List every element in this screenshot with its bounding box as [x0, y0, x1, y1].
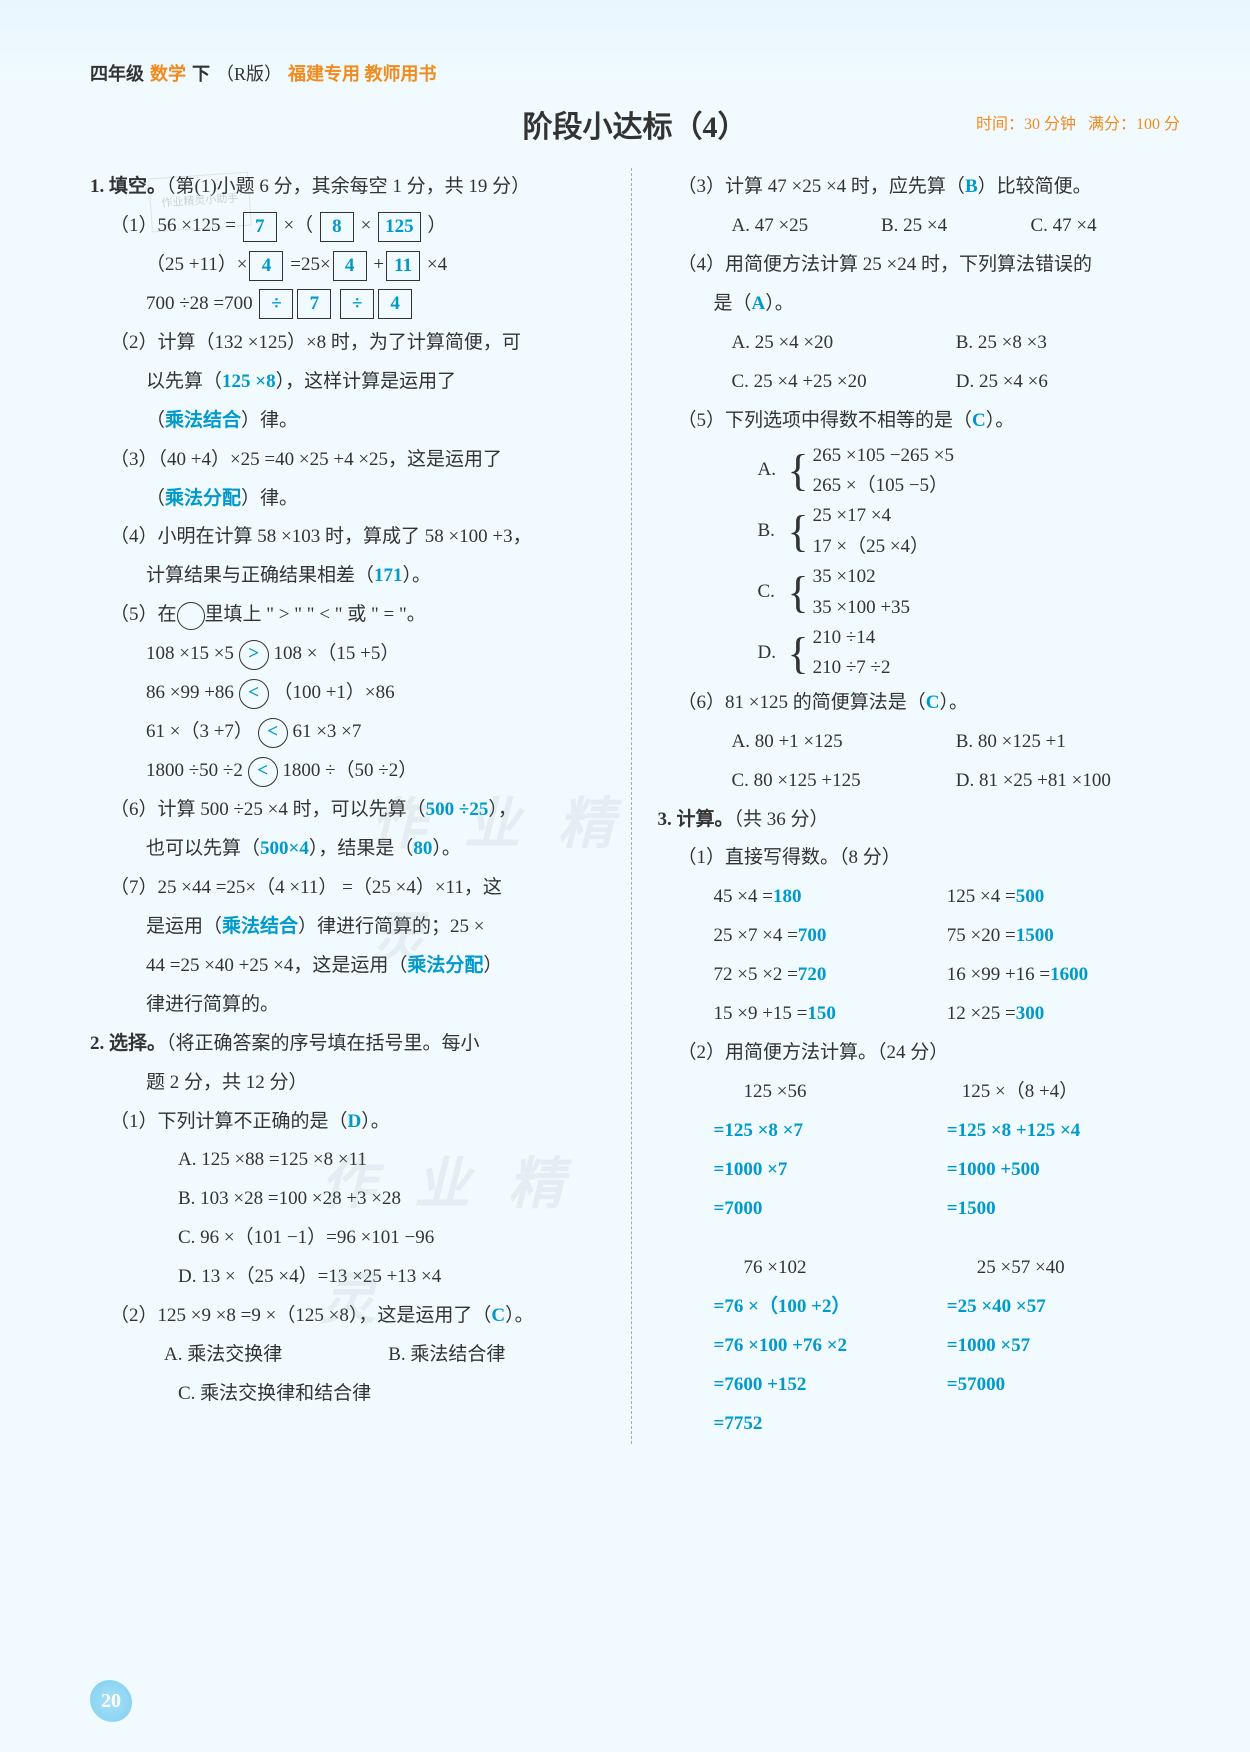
left-column: 作 业 精 灵 作 业 精 灵 1. 填空。（第(1)小题 6 分，其余每空 1… — [90, 168, 632, 1444]
q1-3: （3）（40 +4）×25 =40 ×25 +4 ×25，这是运用了 — [90, 441, 613, 480]
page-title: 阶段小达标（4） — [523, 102, 748, 146]
semester-label: 下 — [192, 60, 210, 86]
q3-2: （2）用简便方法计算。（24 分） — [658, 1034, 1181, 1073]
q2-1: （1）下列计算不正确的是（D）。 — [90, 1103, 613, 1142]
q3-1: （1）直接写得数。（8 分） — [658, 839, 1181, 878]
content-columns: 作 业 精 灵 作 业 精 灵 1. 填空。（第(1)小题 6 分，其余每空 1… — [90, 168, 1180, 1444]
header-breadcrumb: 四年级 数学 下 （R版） 福建专用 教师用书 — [90, 60, 1180, 86]
q1-head: 1. 填空。（第(1)小题 6 分，其余每空 1 分，共 19 分） — [90, 168, 613, 207]
q1-1-line3: 700 ÷28 =700 ÷7 ÷4 — [90, 285, 613, 324]
q2-5: （5）下列选项中得数不相等的是（C）。 — [658, 402, 1181, 441]
right-column: （3）计算 47 ×25 ×4 时，应先算（B）比较简便。 A. 47 ×25B… — [658, 168, 1181, 1444]
q1-4: （4）小明在计算 58 ×103 时，算成了 58 ×100 +3， — [90, 518, 613, 557]
q2-3: （3）计算 47 ×25 ×4 时，应先算（B）比较简便。 — [658, 168, 1181, 207]
subject-label: 数学 — [150, 60, 186, 86]
q1-1-line2: （25 +11）×4 =25×4 +11 ×4 — [90, 246, 613, 285]
region-label: 福建专用 教师用书 — [288, 60, 437, 86]
q2-head: 2. 选择。（将正确答案的序号填在括号里。每小 — [90, 1025, 613, 1064]
q3-head: 3. 计算。（共 36 分） — [658, 801, 1181, 840]
q1-6: （6）计算 500 ÷25 ×4 时，可以先算（500 ÷25）， — [90, 791, 613, 830]
meta-info: 时间：30 分钟 满分：100 分 — [976, 110, 1180, 134]
q2-4: （4）用简便方法计算 25 ×24 时，下列算法错误的 — [658, 246, 1181, 285]
q1-7: （7）25 ×44 =25×（4 ×11） =（25 ×4）×11，这 — [90, 869, 613, 908]
grade-label: 四年级 — [90, 60, 144, 86]
version-label: （R版） — [216, 60, 282, 86]
page-number: 20 — [90, 1680, 132, 1722]
q2-2: （2）125 ×9 ×8 =9 ×（125 ×8），这是运用了（C）。 — [90, 1297, 613, 1336]
q1-1: （1）56 ×125 = 7 ×（ 8 × 125 ） — [90, 207, 613, 246]
q1-2: （2）计算（132 ×125）×8 时，为了计算简便，可 — [90, 324, 613, 363]
q2-6: （6）81 ×125 的简便算法是（C）。 — [658, 684, 1181, 723]
q1-5: （5）在里填上 " > " " < " 或 " = "。 — [90, 596, 613, 635]
